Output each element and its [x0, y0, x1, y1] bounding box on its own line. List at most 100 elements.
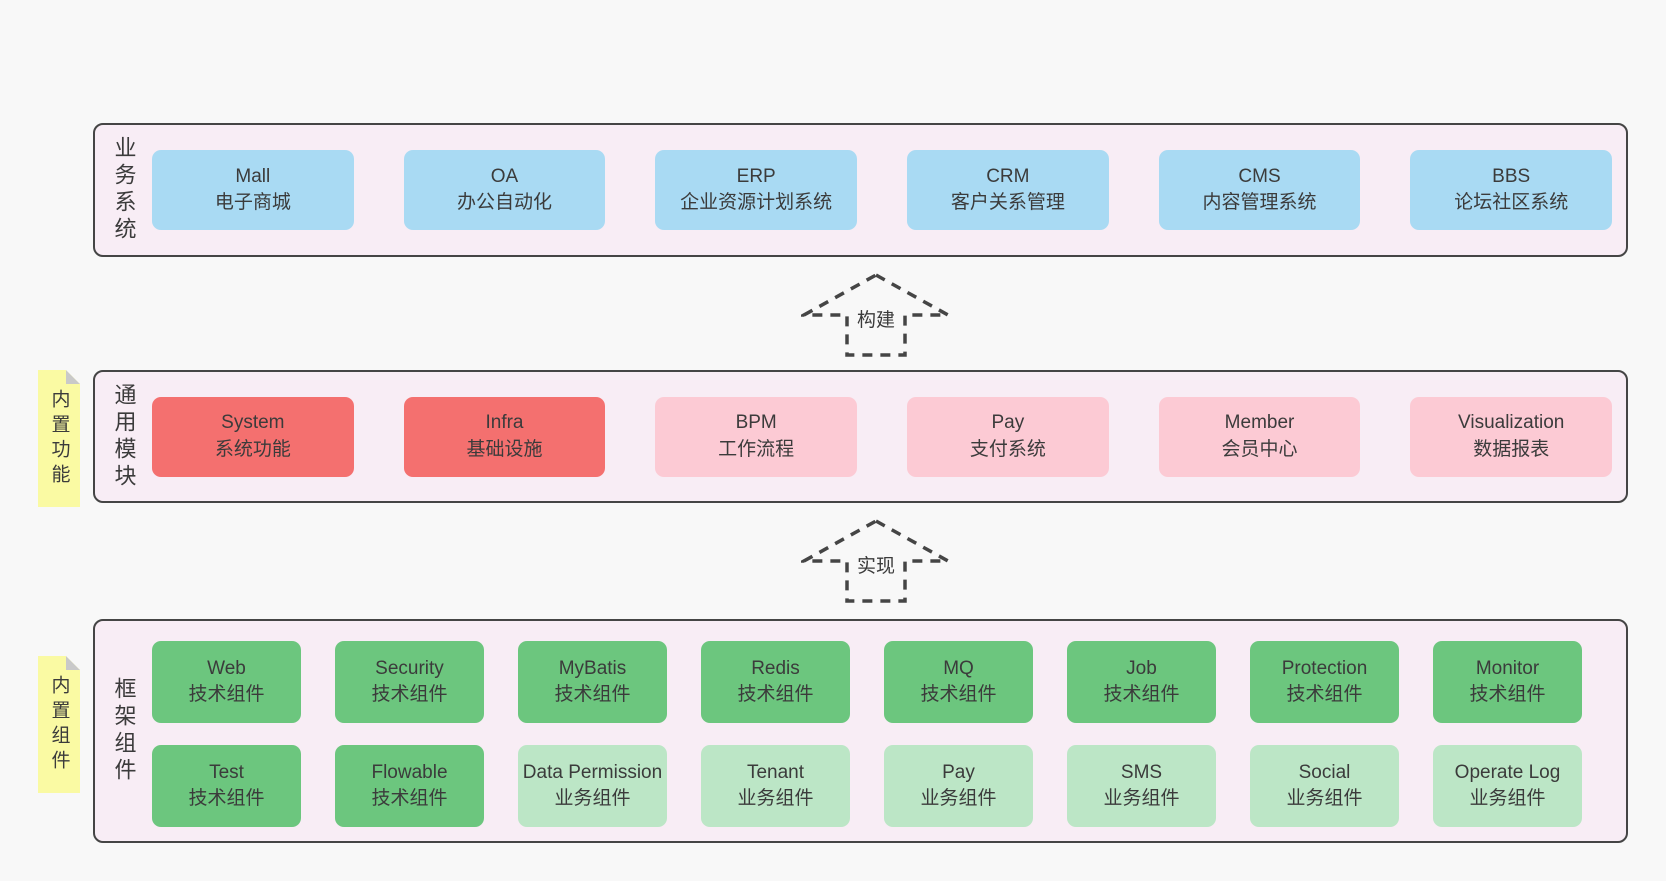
sticky-note-text: 内置组件 [48, 674, 70, 775]
sticky-note-text: 内置功能 [48, 388, 70, 489]
box-name: Security [375, 657, 444, 679]
panel-label: 框架组件 [95, 621, 152, 841]
box-name: Member [1224, 412, 1295, 434]
box-desc: 技术组件 [371, 684, 448, 705]
box-desc: 业务组件 [554, 788, 631, 809]
box-name: Operate Log [1454, 761, 1561, 783]
box-desc: 企业资源计划系统 [680, 192, 833, 213]
box-crm: CRM 客户关系管理 [907, 150, 1109, 230]
box-tenant: Tenant 业务组件 [701, 745, 850, 827]
box-bbs: BBS 论坛社区系统 [1410, 150, 1613, 230]
box-social: Social 业务组件 [1250, 745, 1399, 827]
box-desc: 技术组件 [188, 788, 265, 809]
box-web: Web 技术组件 [152, 641, 301, 723]
box-desc: 业务组件 [1103, 788, 1180, 809]
panel-common-modules: 通用模块 System 系统功能 Infra 基础设施 BPM 工作流程 Pay… [93, 370, 1628, 503]
box-name: CMS [1238, 165, 1281, 187]
box-name: Infra [485, 412, 524, 434]
box-name: BBS [1492, 165, 1531, 187]
box-desc: 业务组件 [1469, 788, 1546, 809]
box-visualization: Visualization 数据报表 [1410, 396, 1613, 477]
panel-label: 通用模块 [95, 372, 152, 501]
sticky-note-builtin-features: 内置功能 [38, 370, 80, 507]
panel-boxes-grid: Web 技术组件 Security 技术组件 MyBatis 技术组件 Redi… [152, 621, 1626, 841]
box-desc: 技术组件 [188, 684, 265, 705]
box-desc: 技术组件 [737, 684, 814, 705]
box-name: Mall [235, 165, 271, 187]
arrow-label-build: 构建 [853, 303, 899, 334]
box-name: System [221, 412, 285, 434]
box-name: ERP [736, 165, 776, 187]
panel-boxes: Mall 电子商城 OA 办公自动化 ERP 企业资源计划系统 CRM 客户关系… [152, 125, 1626, 255]
panel-label: 业务系统 [95, 125, 152, 255]
box-pay-system: Pay 支付系统 [907, 396, 1109, 477]
box-bpm: BPM 工作流程 [655, 396, 858, 477]
box-desc: 论坛社区系统 [1454, 192, 1569, 213]
box-desc: 业务组件 [737, 788, 814, 809]
panel-framework-components: 框架组件 Web 技术组件 Security 技术组件 MyBatis 技术组件… [93, 619, 1628, 843]
box-desc: 技术组件 [920, 684, 997, 705]
box-name: Pay [942, 761, 975, 783]
box-name: Tenant [746, 761, 805, 783]
box-desc: 系统功能 [214, 438, 291, 460]
box-name: Redis [751, 657, 800, 679]
folded-corner-icon [66, 656, 80, 670]
box-cms: CMS 内容管理系统 [1158, 150, 1361, 230]
box-name: CRM [986, 165, 1030, 187]
box-name: BPM [735, 412, 777, 434]
box-job: Job 技术组件 [1067, 641, 1216, 723]
box-flowable: Flowable 技术组件 [335, 745, 484, 827]
box-name: Monitor [1475, 657, 1540, 679]
panel-label-text: 框架组件 [111, 677, 137, 785]
box-protection: Protection 技术组件 [1250, 641, 1399, 723]
box-desc: 业务组件 [1286, 788, 1363, 809]
box-mall: Mall 电子商城 [152, 150, 354, 230]
box-redis: Redis 技术组件 [701, 641, 850, 723]
box-monitor: Monitor 技术组件 [1433, 641, 1582, 723]
box-name: Web [207, 657, 246, 679]
panel-label-text: 通用模块 [111, 382, 137, 491]
box-desc: 办公自动化 [457, 192, 553, 213]
panel-boxes: System 系统功能 Infra 基础设施 BPM 工作流程 Pay 支付系统… [152, 372, 1626, 501]
box-operate-log: Operate Log 业务组件 [1433, 745, 1582, 827]
box-desc: 工作流程 [718, 438, 795, 460]
box-desc: 客户关系管理 [950, 192, 1065, 213]
box-desc: 业务组件 [920, 788, 997, 809]
box-desc: 技术组件 [371, 788, 448, 809]
box-system: System 系统功能 [152, 396, 354, 477]
box-name: Data Permission [522, 761, 663, 783]
box-name: Pay [991, 412, 1025, 434]
box-sms: SMS 业务组件 [1067, 745, 1216, 827]
box-name: Visualization [1458, 412, 1565, 434]
box-desc: 技术组件 [1103, 684, 1180, 705]
box-name: Protection [1281, 657, 1368, 679]
box-desc: 技术组件 [1469, 684, 1546, 705]
box-erp: ERP 企业资源计划系统 [655, 150, 858, 230]
box-desc: 技术组件 [1286, 684, 1363, 705]
box-name: Flowable [371, 761, 448, 783]
sticky-note-builtin-components: 内置组件 [38, 656, 80, 793]
box-desc: 基础设施 [466, 438, 543, 460]
box-desc: 内容管理系统 [1202, 192, 1317, 213]
folded-corner-icon [66, 370, 80, 384]
box-oa: OA 办公自动化 [403, 150, 606, 230]
box-test: Test 技术组件 [152, 745, 301, 827]
box-name: MQ [943, 657, 974, 679]
box-data-permission: Data Permission 业务组件 [518, 745, 667, 827]
box-name: Test [209, 761, 244, 783]
arrow-label-implement: 实现 [853, 549, 899, 580]
box-desc: 支付系统 [969, 438, 1046, 460]
box-name: SMS [1120, 761, 1163, 783]
box-name: OA [490, 165, 519, 187]
box-desc: 电子商城 [214, 192, 291, 213]
box-desc: 数据报表 [1473, 438, 1550, 460]
box-desc: 技术组件 [554, 684, 631, 705]
box-mq: MQ 技术组件 [884, 641, 1033, 723]
box-infra: Infra 基础设施 [403, 396, 606, 477]
box-mybatis: MyBatis 技术组件 [518, 641, 667, 723]
panel-label-text: 业务系统 [111, 136, 137, 244]
box-desc: 会员中心 [1221, 438, 1298, 460]
box-member: Member 会员中心 [1158, 396, 1361, 477]
box-pay-component: Pay 业务组件 [884, 745, 1033, 827]
box-name: Social [1298, 761, 1351, 783]
